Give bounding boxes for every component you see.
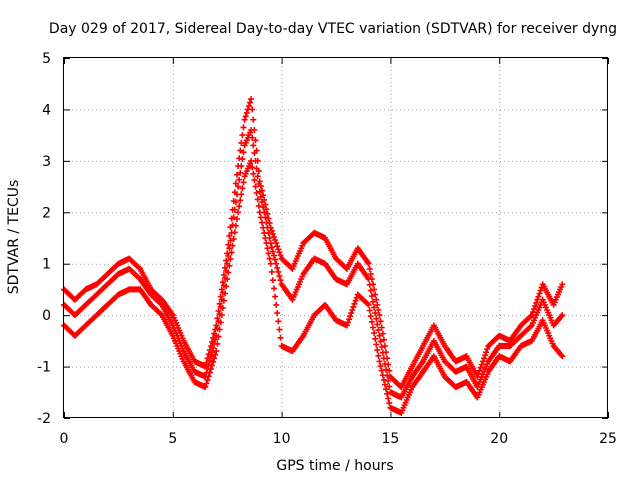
plot-frame: [63, 57, 608, 418]
y-tick-label: -1: [37, 360, 51, 376]
x-axis-label: GPS time / hours: [276, 458, 393, 474]
y-tick-label: 2: [42, 205, 51, 221]
x-tick-label: 0: [60, 431, 69, 447]
chart-title: Day 029 of 2017, Sidereal Day-to-day VTE…: [49, 21, 617, 37]
x-tick-label: 15: [381, 431, 399, 447]
y-tick-label: 1: [42, 257, 51, 273]
x-tick-label: 20: [490, 431, 508, 447]
y-tick-label: -2: [37, 411, 51, 427]
y-axis-label: SDTVAR / TECUs: [6, 180, 22, 295]
y-tick-label: 5: [42, 51, 51, 67]
data-point-markers: [61, 157, 566, 416]
data-point-markers: [61, 96, 566, 391]
series-track-3: [61, 157, 566, 416]
x-tick-label: 10: [273, 431, 291, 447]
x-tick-label: 5: [168, 431, 177, 447]
data-points: [61, 96, 566, 416]
series-track-1: [61, 96, 566, 391]
y-tick-label: 0: [42, 308, 51, 324]
y-tick-label: 3: [42, 154, 51, 170]
grid-lines: [64, 58, 608, 418]
x-tick-label: 25: [599, 431, 617, 447]
y-tick-label: 4: [42, 102, 51, 118]
axis-ticks: 0 5 10 15 20 25 -2 -1 0 1 2 3 4 5: [37, 51, 617, 447]
